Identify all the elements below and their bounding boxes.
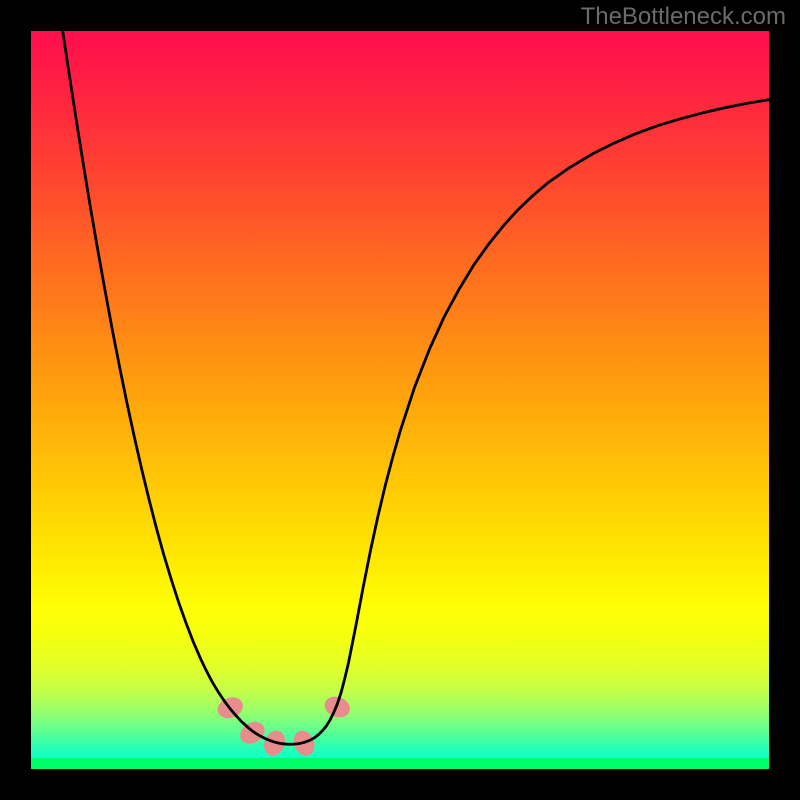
chart-stage: TheBottleneck.com bbox=[0, 0, 800, 800]
bottleneck-chart-svg bbox=[0, 0, 800, 800]
plot-gradient-background bbox=[31, 31, 769, 769]
watermark-text: TheBottleneck.com bbox=[581, 3, 786, 31]
bottom-green-band bbox=[31, 758, 769, 769]
